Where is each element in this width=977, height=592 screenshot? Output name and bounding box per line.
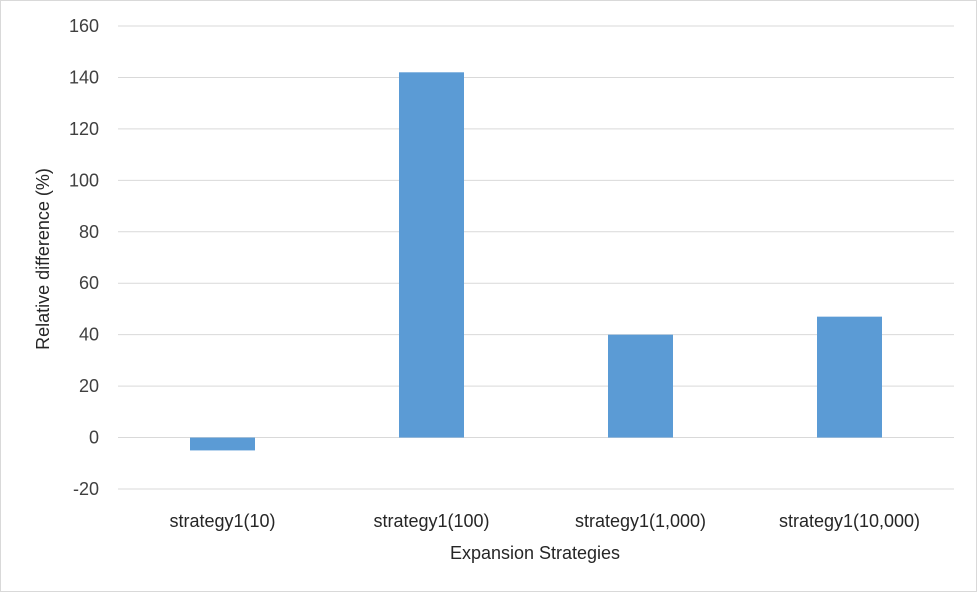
- y-tick-label: 120: [69, 119, 99, 139]
- bar: [190, 437, 255, 451]
- gridlines: [118, 25, 954, 490]
- y-tick-label: 20: [79, 376, 99, 396]
- bar: [817, 316, 882, 438]
- bar: [399, 72, 464, 438]
- y-tick-label: -20: [73, 479, 99, 499]
- y-axis-title: Relative difference (%): [33, 168, 53, 350]
- y-tick-label: 160: [69, 16, 99, 36]
- y-tick-label: 60: [79, 273, 99, 293]
- y-tick-label: 0: [89, 428, 99, 448]
- y-tick-labels: -20 0 20 40 60 80 100 120 140 160: [69, 16, 99, 499]
- x-category-label: strategy1(1,000): [575, 511, 706, 531]
- y-tick-label: 80: [79, 222, 99, 242]
- bar: [608, 334, 673, 438]
- x-category-labels: strategy1(10) strategy1(100) strategy1(1,0…: [169, 511, 920, 531]
- x-category-label: strategy1(10): [169, 511, 275, 531]
- y-tick-label: 40: [79, 325, 99, 345]
- bars: [190, 72, 882, 451]
- x-axis-title: Expansion Strategies: [450, 543, 620, 563]
- y-tick-label: 140: [69, 67, 99, 87]
- x-category-label: strategy1(100): [373, 511, 489, 531]
- x-category-label: strategy1(10,000): [779, 511, 920, 531]
- y-tick-label: 100: [69, 170, 99, 190]
